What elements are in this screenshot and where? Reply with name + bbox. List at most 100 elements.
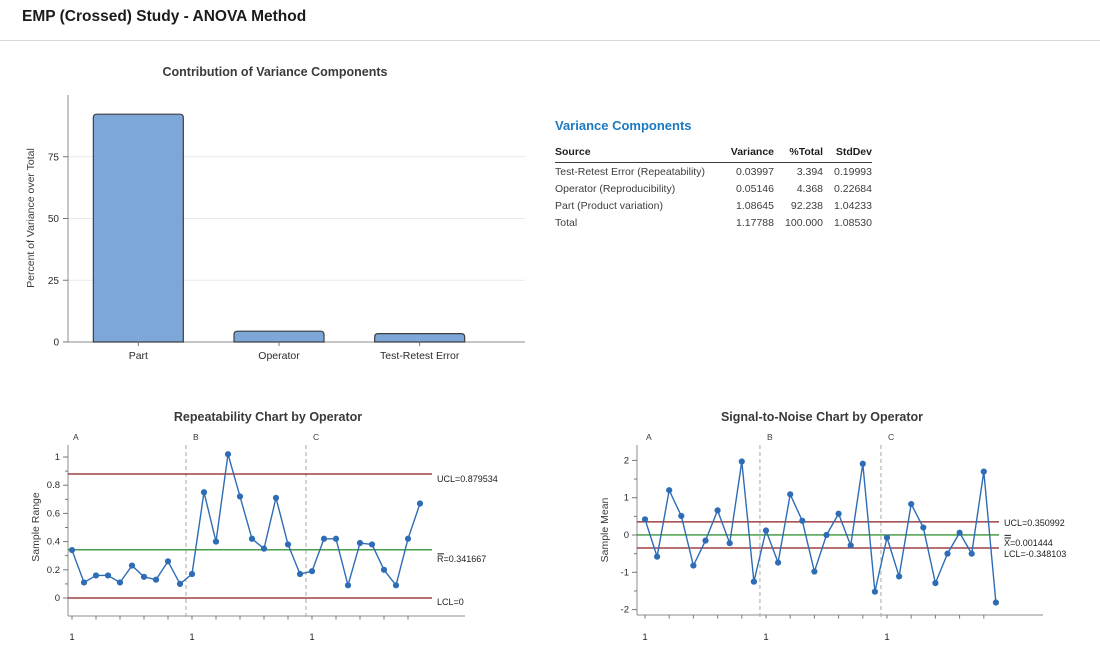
data-point (116, 579, 124, 586)
column-header-source: Source (555, 144, 725, 163)
data-point (152, 576, 160, 583)
data-point (678, 512, 685, 520)
y-tick-label: 0.6 (47, 508, 60, 519)
x-tick-label: 1 (189, 632, 194, 643)
data-point (80, 579, 88, 586)
x-category-label: Test-Retest Error (380, 350, 460, 362)
data-point (236, 493, 244, 500)
data-point (356, 539, 364, 547)
y-tick-label: 0.2 (47, 565, 60, 576)
variance-components-section: Variance Components Source Variance %Tot… (555, 118, 895, 231)
data-point (896, 573, 903, 580)
table-cell: 4.368 (796, 182, 823, 195)
group-label: A (73, 432, 79, 442)
data-point (992, 599, 999, 606)
data-point (272, 494, 280, 501)
data-point (176, 580, 184, 587)
data-point (92, 572, 100, 579)
table-cell: 1.08530 (834, 216, 872, 229)
repeatability-y-axis-label: Sample Range (30, 492, 42, 562)
group-label: A (646, 432, 652, 442)
data-point (932, 580, 939, 587)
x-tick-label: 1 (763, 632, 768, 643)
data-point (690, 562, 697, 569)
data-line (644, 460, 997, 603)
data-point (799, 517, 806, 524)
data-point (714, 507, 721, 514)
table-cell: Part (Product variation) (555, 199, 663, 212)
repeatability-control-chart: 0 0.2 0.4 0.6 0.8 1 A 1 B 1 C 1 UCL=0.879534 R=0.3416… (47, 432, 498, 643)
y-tick-label: 0.8 (47, 480, 60, 491)
signal-to-noise-chart-title: Signal-to-Noise Chart by Operator (720, 410, 924, 424)
control-line-label: UCL=0.879534 (437, 474, 498, 484)
table-cell: Test-Retest Error (Repeatability) (555, 165, 705, 178)
group-label: C (888, 432, 894, 442)
data-point (128, 562, 136, 569)
variance-components-title: Variance Components (555, 118, 692, 133)
data-point (224, 451, 232, 458)
x-category-label: Operator (258, 350, 300, 362)
data-point (750, 578, 757, 585)
table-header-row: Source Variance %Total StdDev (555, 144, 872, 163)
table-row: Test-Retest Error (Repeatability) 0.0399… (555, 163, 872, 181)
y-tick-label: 1 (624, 493, 629, 504)
data-point (248, 535, 256, 542)
data-point (212, 538, 220, 545)
data-point (666, 487, 673, 494)
control-line-label: LCL=0 (437, 597, 464, 607)
data-point (641, 516, 649, 523)
y-tick-label: 0 (53, 338, 59, 349)
table-cell: 0.03997 (736, 165, 774, 178)
data-point (344, 582, 352, 589)
y-tick-label: 1 (55, 452, 60, 463)
header-divider (0, 40, 1100, 41)
data-point (811, 568, 818, 575)
data-point (726, 540, 733, 547)
y-tick-label: 0.4 (47, 537, 60, 548)
table-cell: 1.04233 (834, 199, 872, 212)
table-cell: 1.08645 (736, 199, 774, 212)
contribution-y-axis-label: Percent of Variance over Total (25, 148, 37, 288)
data-point (188, 570, 196, 578)
data-point (847, 542, 854, 549)
group-label: C (313, 432, 319, 442)
data-point (908, 500, 915, 508)
table-row: Total 1.17788 100.000 1.08530 (555, 214, 872, 231)
signal-to-noise-y-axis-label: Sample Mean (599, 497, 611, 563)
data-point (920, 524, 927, 531)
data-point (702, 537, 709, 544)
data-point (368, 541, 376, 548)
contribution-chart-block: 0 25 50 75 Part Operator Test-Retest Error Con… (10, 52, 540, 377)
table-cell: 0.22684 (834, 182, 872, 195)
data-point (68, 546, 76, 554)
data-point (883, 534, 891, 541)
table-cell: Total (555, 216, 578, 229)
data-point (404, 535, 412, 542)
y-tick-label: 25 (48, 276, 60, 287)
table-cell: 3.394 (796, 165, 823, 178)
data-point (944, 550, 951, 557)
data-point (787, 491, 794, 498)
group-label: B (767, 432, 773, 442)
data-point (775, 559, 782, 566)
y-tick-label: 2 (624, 455, 629, 466)
data-point (140, 573, 148, 580)
data-point (968, 550, 975, 557)
bar-Test-Retest Error (374, 333, 466, 343)
contribution-chart-title: Contribution of Variance Components (162, 65, 388, 79)
y-tick-label: 75 (48, 152, 60, 163)
table-cell: Operator (Reproducibility) (555, 182, 676, 195)
data-point (871, 588, 878, 595)
data-point (392, 582, 400, 589)
control-line-label: R=0.341667 (437, 554, 486, 564)
data-point (762, 527, 770, 534)
page-title: EMP (Crossed) Study - ANOVA Method (22, 8, 307, 25)
data-point (260, 545, 268, 552)
control-line-label: LCL=-0.348103 (1004, 549, 1066, 559)
data-point (320, 535, 328, 542)
x-tick-label: 1 (884, 632, 889, 643)
contribution-bar-chart: 0 25 50 75 Part Operator Test-Retest Error (48, 95, 525, 362)
data-point (956, 529, 963, 536)
data-point (284, 541, 292, 548)
